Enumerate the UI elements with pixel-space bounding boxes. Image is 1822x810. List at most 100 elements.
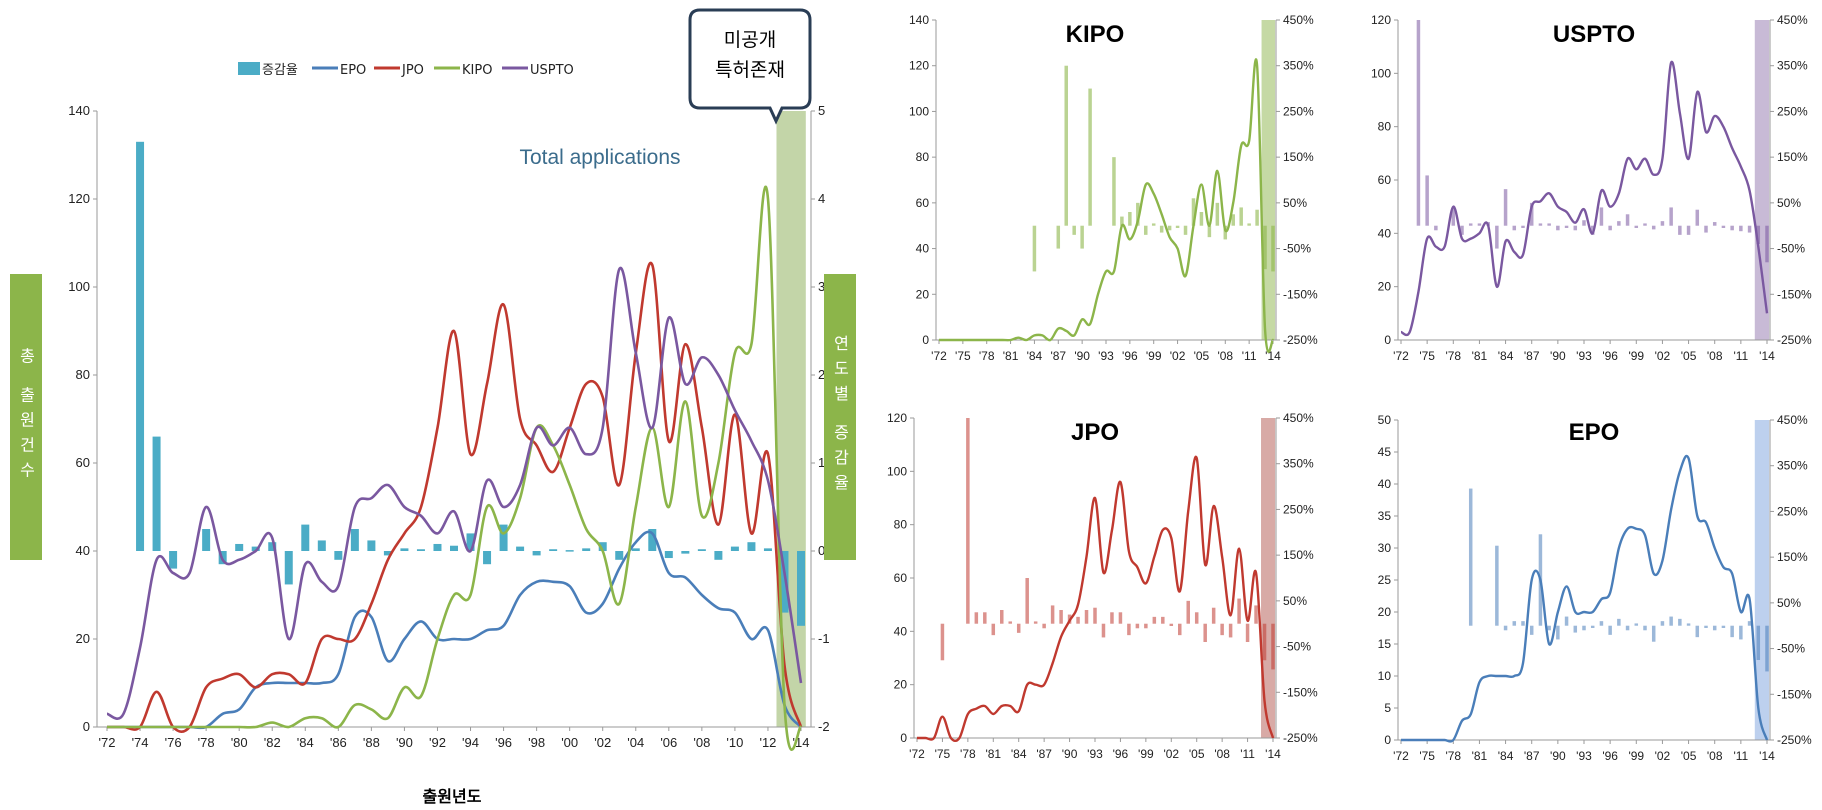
epo-rate-bar bbox=[1651, 625, 1656, 642]
main-y-tick-label: 80 bbox=[76, 367, 90, 382]
uspto-rate-bar bbox=[1564, 225, 1569, 228]
jpo-x-tick-label: '90 bbox=[1062, 747, 1078, 761]
uspto-x-tick-label: '75 bbox=[1419, 349, 1435, 363]
jpo-title: JPO bbox=[1071, 419, 1119, 446]
kipo-rate-bar bbox=[1207, 225, 1212, 238]
kipo-rate-bar bbox=[1223, 225, 1228, 240]
jpo-x-tick-label: '14 bbox=[1265, 747, 1281, 761]
epo-y-tick-label: 40 bbox=[1378, 477, 1392, 491]
uspto-rate-bar bbox=[1460, 225, 1464, 235]
kipo-rate-bar bbox=[1247, 223, 1251, 226]
kipo-x-tick-label: '11 bbox=[1242, 349, 1257, 363]
jpo-x-tick-label: '02 bbox=[1163, 747, 1179, 761]
main-rate-bar bbox=[169, 551, 178, 569]
uspto-x-tick-label: '72 bbox=[1393, 349, 1409, 363]
uspto-uspto-line bbox=[1400, 60, 1769, 337]
main-rate-bar bbox=[532, 551, 541, 556]
total-applications-label: Total applications bbox=[519, 146, 680, 169]
uspto-rate-bar bbox=[1434, 225, 1438, 231]
epo-rate-bar bbox=[1495, 545, 1499, 626]
jpo-rate-bar bbox=[966, 418, 970, 624]
legend-label-uspto: USPTO bbox=[530, 63, 574, 78]
uspto-x-tick-label: '87 bbox=[1524, 349, 1540, 363]
epo-y2-tick-label: 450% bbox=[1777, 413, 1808, 427]
jpo-y2-tick-label: 250% bbox=[1283, 502, 1314, 516]
epo-y-tick-label: 20 bbox=[1378, 605, 1392, 619]
jpo-y2-tick-label: 150% bbox=[1283, 548, 1314, 562]
main-epo-line bbox=[106, 530, 803, 730]
main-rate-bar bbox=[598, 542, 607, 551]
kipo-rate-bar bbox=[1175, 225, 1180, 228]
main-x-tick-label: '00 bbox=[561, 735, 578, 750]
main-x-tick-label: '02 bbox=[594, 735, 611, 750]
jpo-y2-tick-label: 50% bbox=[1283, 594, 1307, 608]
kipo-rate-bar bbox=[1032, 225, 1037, 272]
kipo-x-tick-label: '87 bbox=[1050, 349, 1066, 363]
uspto-x-tick-label: '90 bbox=[1550, 349, 1566, 363]
epo-x-tick-label: '78 bbox=[1445, 749, 1461, 763]
main-jpo-line bbox=[106, 261, 803, 733]
uspto-rate-bar bbox=[1643, 223, 1647, 226]
epo-y-tick-label: 35 bbox=[1378, 509, 1392, 523]
epo-x-tick-label: '93 bbox=[1576, 749, 1592, 763]
uspto-rate-bar bbox=[1608, 225, 1612, 231]
epo-rate-bar bbox=[1660, 621, 1665, 626]
jpo-rate-bar bbox=[1008, 621, 1012, 624]
uspto-rate-bar bbox=[1573, 225, 1578, 231]
main-rate-bar bbox=[334, 551, 343, 560]
jpo-x-tick-label: '93 bbox=[1087, 747, 1103, 761]
jpo-rate-bar bbox=[1178, 623, 1182, 636]
epo-rate-bar bbox=[1468, 488, 1473, 626]
main-x-tick-label: '78 bbox=[198, 735, 215, 750]
main-rate-bar bbox=[797, 551, 805, 626]
kipo-y-tick-label: 60 bbox=[916, 196, 930, 210]
uspto-y-tick-label: 80 bbox=[1378, 120, 1392, 134]
uspto-rate-bar bbox=[1660, 221, 1665, 226]
kipo-rate-bar bbox=[1072, 225, 1076, 235]
uspto-rate-bar bbox=[1686, 225, 1691, 235]
callout-bubble bbox=[688, 8, 812, 125]
epo-rate-bar bbox=[1643, 625, 1647, 631]
kipo-rate-bar bbox=[1239, 207, 1243, 226]
jpo-rate-bar bbox=[974, 612, 979, 624]
epo-y-tick-label: 45 bbox=[1378, 445, 1392, 459]
uspto-x-tick-label: '96 bbox=[1602, 349, 1618, 363]
kipo-rate-bar bbox=[1080, 225, 1084, 249]
jpo-rate-bar bbox=[983, 612, 987, 624]
epo-rate-bar bbox=[1739, 625, 1743, 640]
jpo-rate-bar bbox=[1237, 598, 1241, 624]
uspto-y2-tick-label: 50% bbox=[1777, 196, 1801, 210]
jpo-rate-bar bbox=[1161, 616, 1165, 624]
epo-y2-tick-label: -250% bbox=[1777, 733, 1812, 747]
kipo-kipo-line bbox=[939, 58, 1275, 354]
kipo-rate-bar bbox=[1231, 214, 1235, 226]
uspto-y-tick-label: 60 bbox=[1378, 173, 1392, 187]
jpo-x-tick-label: '84 bbox=[1011, 747, 1027, 761]
uspto-rate-bar bbox=[1521, 225, 1525, 228]
uspto-x-tick-label: '81 bbox=[1472, 349, 1488, 363]
epo-rate-bar bbox=[1582, 625, 1586, 631]
main-uspto-line bbox=[106, 266, 803, 720]
uspto-rate-bar bbox=[1582, 220, 1586, 226]
jpo-rate-bar bbox=[940, 623, 945, 661]
uspto-y-tick-label: 0 bbox=[1384, 333, 1391, 347]
main-rate-bar bbox=[747, 542, 756, 551]
jpo-rate-bar bbox=[1050, 605, 1055, 624]
main-x-tick-label: '92 bbox=[429, 735, 446, 750]
jpo-rate-bar bbox=[1042, 623, 1046, 629]
main-y2-tick-label: 2 bbox=[818, 367, 825, 382]
main-rate-bar bbox=[301, 524, 310, 551]
main-x-tick-label: '84 bbox=[297, 735, 314, 750]
uspto-title: USPTO bbox=[1553, 21, 1635, 48]
uspto-x-tick-label: '93 bbox=[1576, 349, 1592, 363]
uspto-x-tick-label: '78 bbox=[1445, 349, 1461, 363]
jpo-rate-bar bbox=[1262, 623, 1267, 661]
uspto-rate-bar bbox=[1451, 207, 1456, 226]
epo-y-tick-label: 15 bbox=[1378, 637, 1392, 651]
jpo-rate-bar bbox=[1135, 623, 1140, 629]
epo-rate-bar bbox=[1573, 625, 1578, 633]
main-y2-tick-label: 0 bbox=[818, 543, 825, 558]
jpo-rate-bar bbox=[1186, 600, 1190, 624]
epo-x-tick-label: '75 bbox=[1419, 749, 1435, 763]
main-rate-bar bbox=[697, 549, 706, 551]
